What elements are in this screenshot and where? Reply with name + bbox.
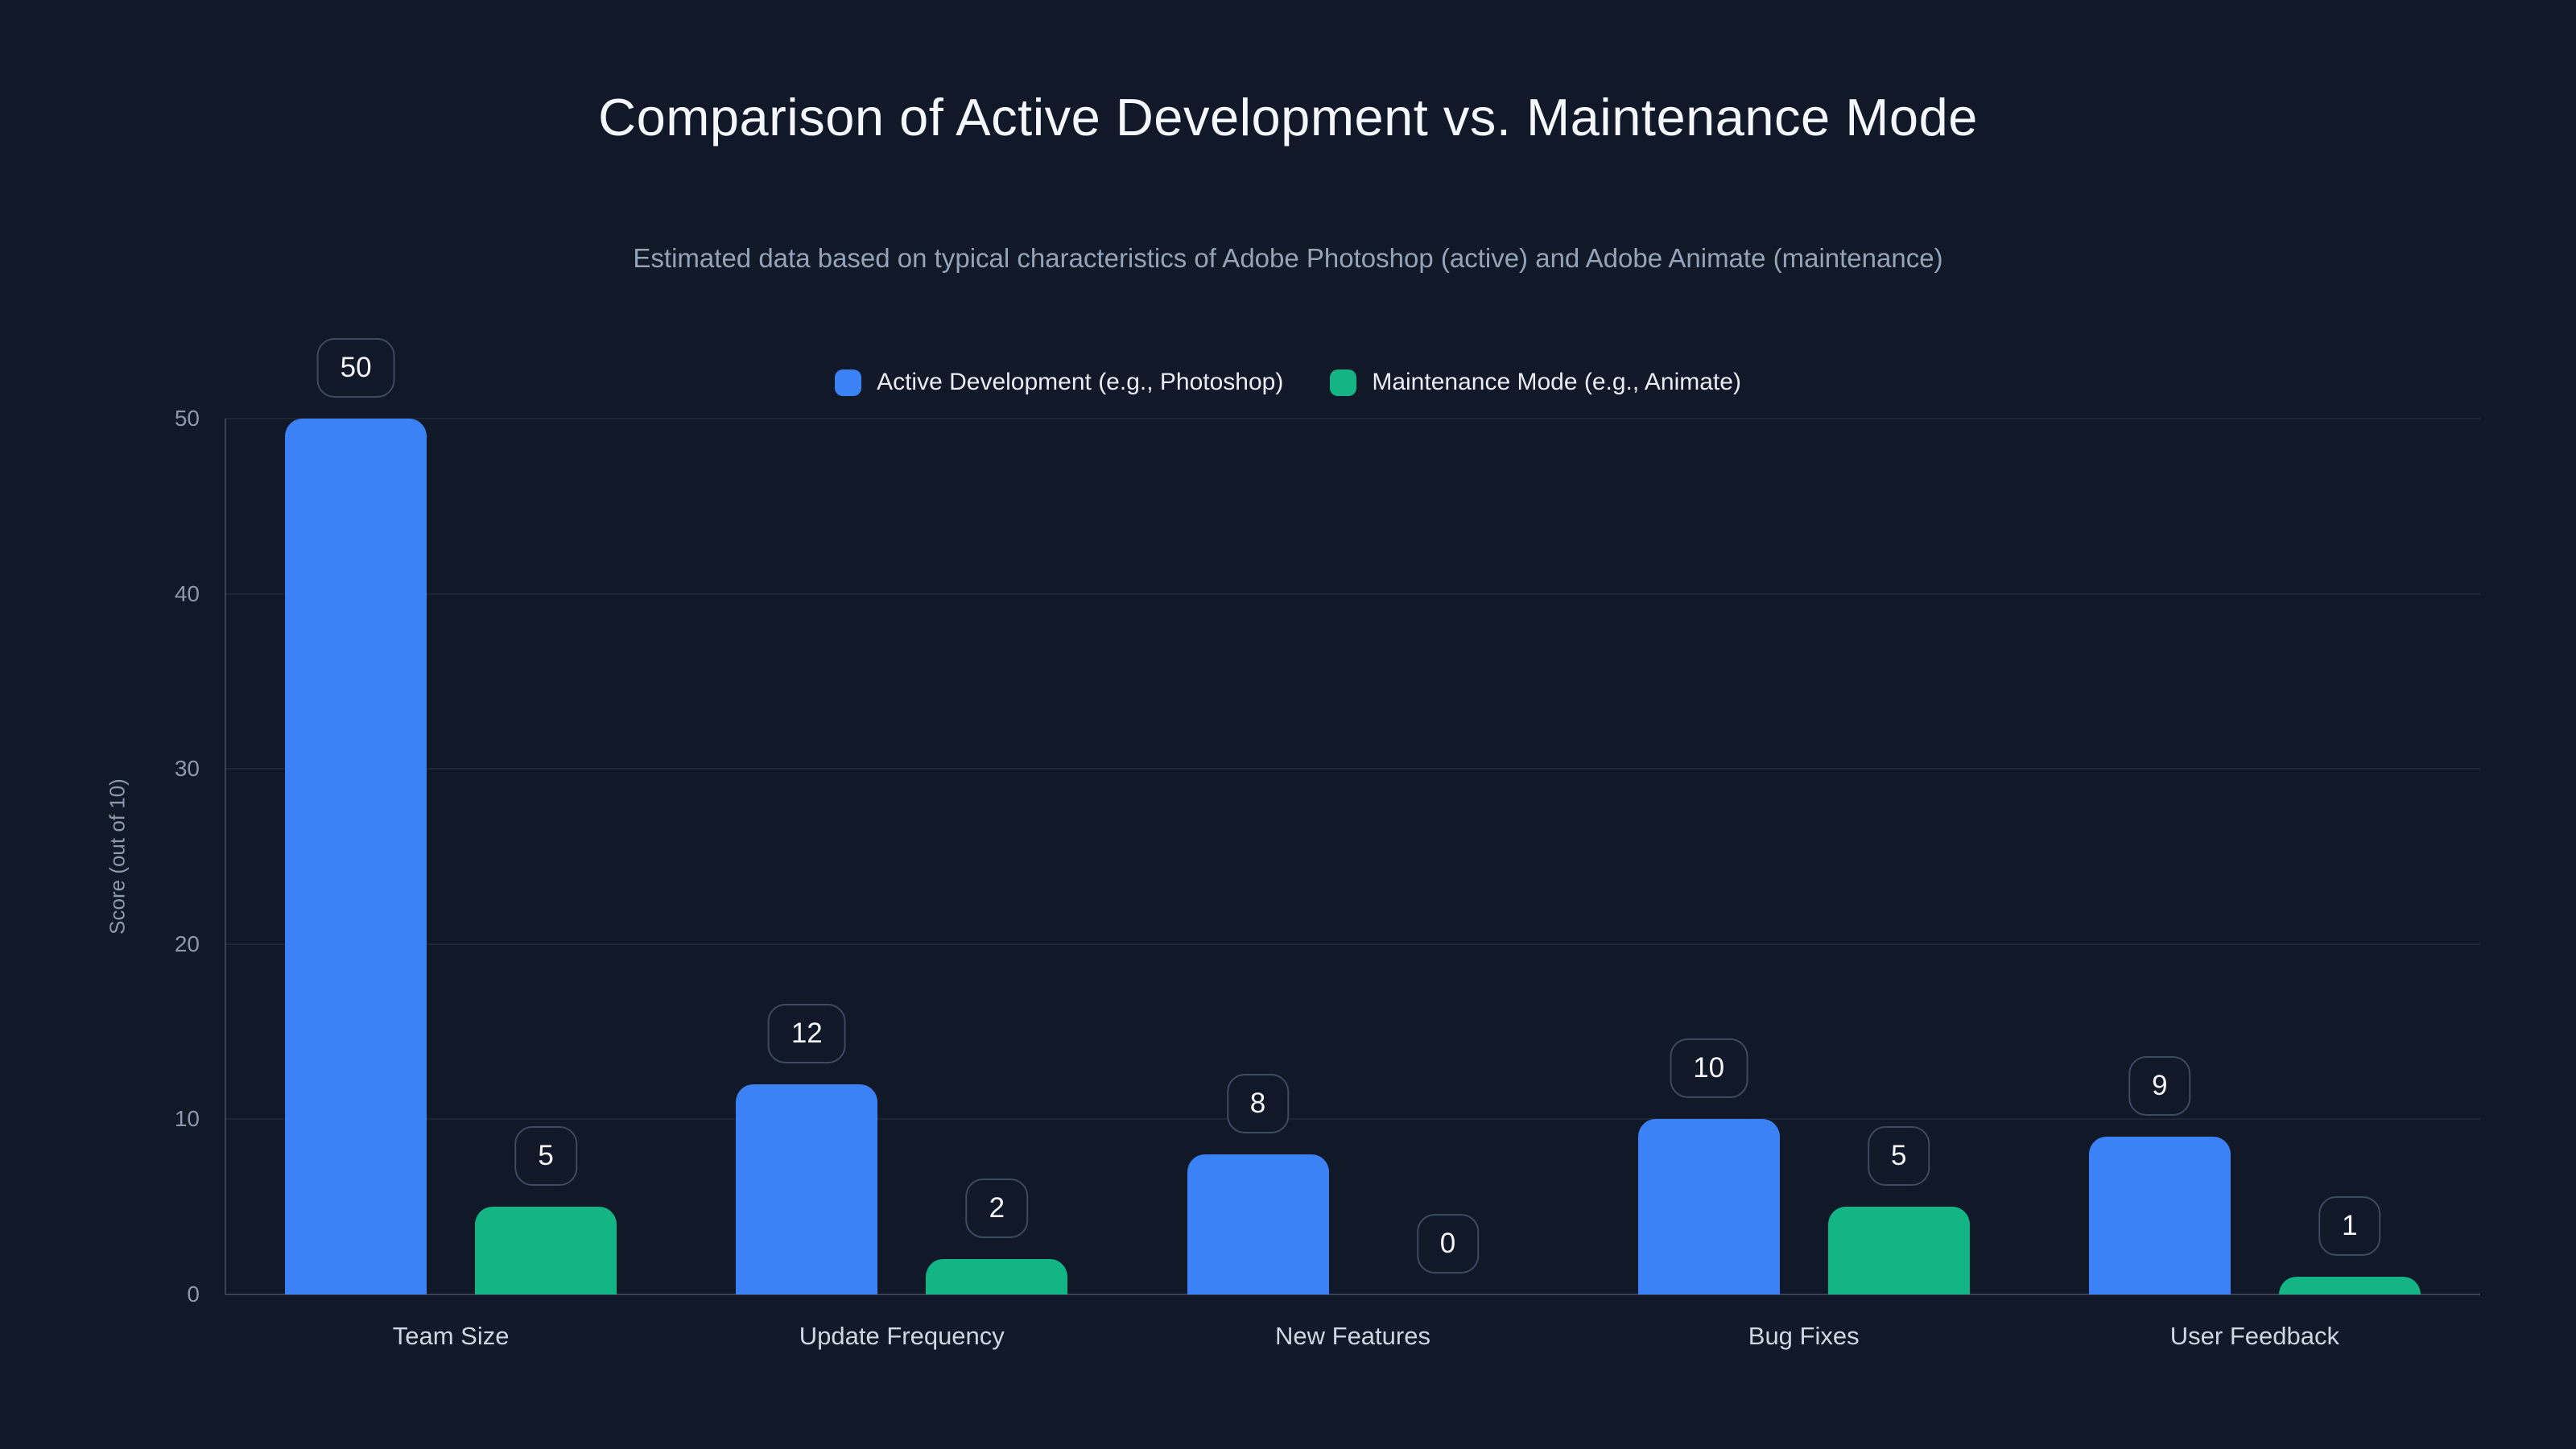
gridline-30	[225, 768, 2480, 770]
legend-swatch-icon	[835, 369, 862, 396]
chart-subtitle: Estimated data based on typical characte…	[633, 243, 1943, 273]
legend-label: Active Development (e.g., Photoshop)	[877, 369, 1284, 395]
y-tick-label-0: 0	[187, 1282, 200, 1307]
bar-user-feedback-maintenance-mode[interactable]	[2278, 1277, 2421, 1294]
legend-label: Maintenance Mode (e.g., Animate)	[1372, 369, 1741, 395]
y-tick-label-40: 40	[174, 581, 200, 606]
bar-new-features-active-development[interactable]	[1187, 1154, 1329, 1294]
value-badge-team-size-maintenance: 5	[514, 1126, 577, 1186]
value-badge-new-features-maintenance: 0	[1416, 1214, 1480, 1274]
value-badge-update-frequency-active: 12	[767, 1004, 846, 1063]
chart-title: Comparison of Active Development vs. Mai…	[598, 88, 1978, 147]
value-badge-user-feedback-maintenance: 1	[2318, 1196, 2381, 1256]
value-badge-bug-fixes-maintenance: 5	[1867, 1126, 1930, 1186]
bar-update-frequency-maintenance-mode[interactable]	[926, 1259, 1068, 1294]
gridline-20	[225, 943, 2480, 945]
gridline-40	[225, 593, 2480, 595]
gridline-50	[225, 418, 2480, 419]
x-axis-label-update-frequency: Update Frequency	[799, 1322, 1005, 1350]
value-badge-team-size-active: 50	[316, 338, 395, 398]
y-tick-label-50: 50	[174, 406, 200, 431]
value-badge-bug-fixes-active: 10	[1670, 1038, 1748, 1098]
y-tick-label-30: 30	[174, 756, 200, 781]
value-badge-new-features-active: 8	[1226, 1074, 1290, 1133]
y-axis-title: Score (out of 10)	[105, 778, 130, 935]
legend-item-maintenance[interactable]: Maintenance Mode (e.g., Animate)	[1330, 369, 1741, 396]
x-axis-label-bug-fixes: Bug Fixes	[1748, 1322, 1860, 1350]
bar-bug-fixes-active-development[interactable]	[1637, 1119, 1780, 1294]
x-axis-label-team-size: Team Size	[392, 1322, 510, 1350]
y-tick-label-10: 10	[174, 1106, 200, 1131]
legend-item-active[interactable]: Active Development (e.g., Photoshop)	[835, 369, 1283, 396]
value-badge-update-frequency-maintenance: 2	[965, 1179, 1029, 1238]
x-axis-label-new-features: New Features	[1275, 1322, 1430, 1350]
x-axis-label-user-feedback: User Feedback	[2169, 1322, 2339, 1350]
bar-update-frequency-active-development[interactable]	[736, 1084, 878, 1294]
legend-swatch-icon	[1330, 369, 1357, 396]
y-tick-label-20: 20	[174, 931, 200, 956]
bar-bug-fixes-maintenance-mode[interactable]	[1827, 1207, 1970, 1294]
y-axis-line	[225, 419, 226, 1294]
x-axis-baseline	[225, 1294, 2480, 1295]
gridline-10	[225, 1118, 2480, 1120]
chart-legend: Active Development (e.g., Photoshop) Main…	[0, 369, 2576, 396]
value-badge-user-feedback-active: 9	[2128, 1056, 2191, 1116]
bar-team-size-active-development[interactable]	[285, 419, 427, 1294]
bar-team-size-maintenance-mode[interactable]	[475, 1207, 617, 1294]
bar-user-feedback-active-development[interactable]	[2088, 1137, 2231, 1294]
